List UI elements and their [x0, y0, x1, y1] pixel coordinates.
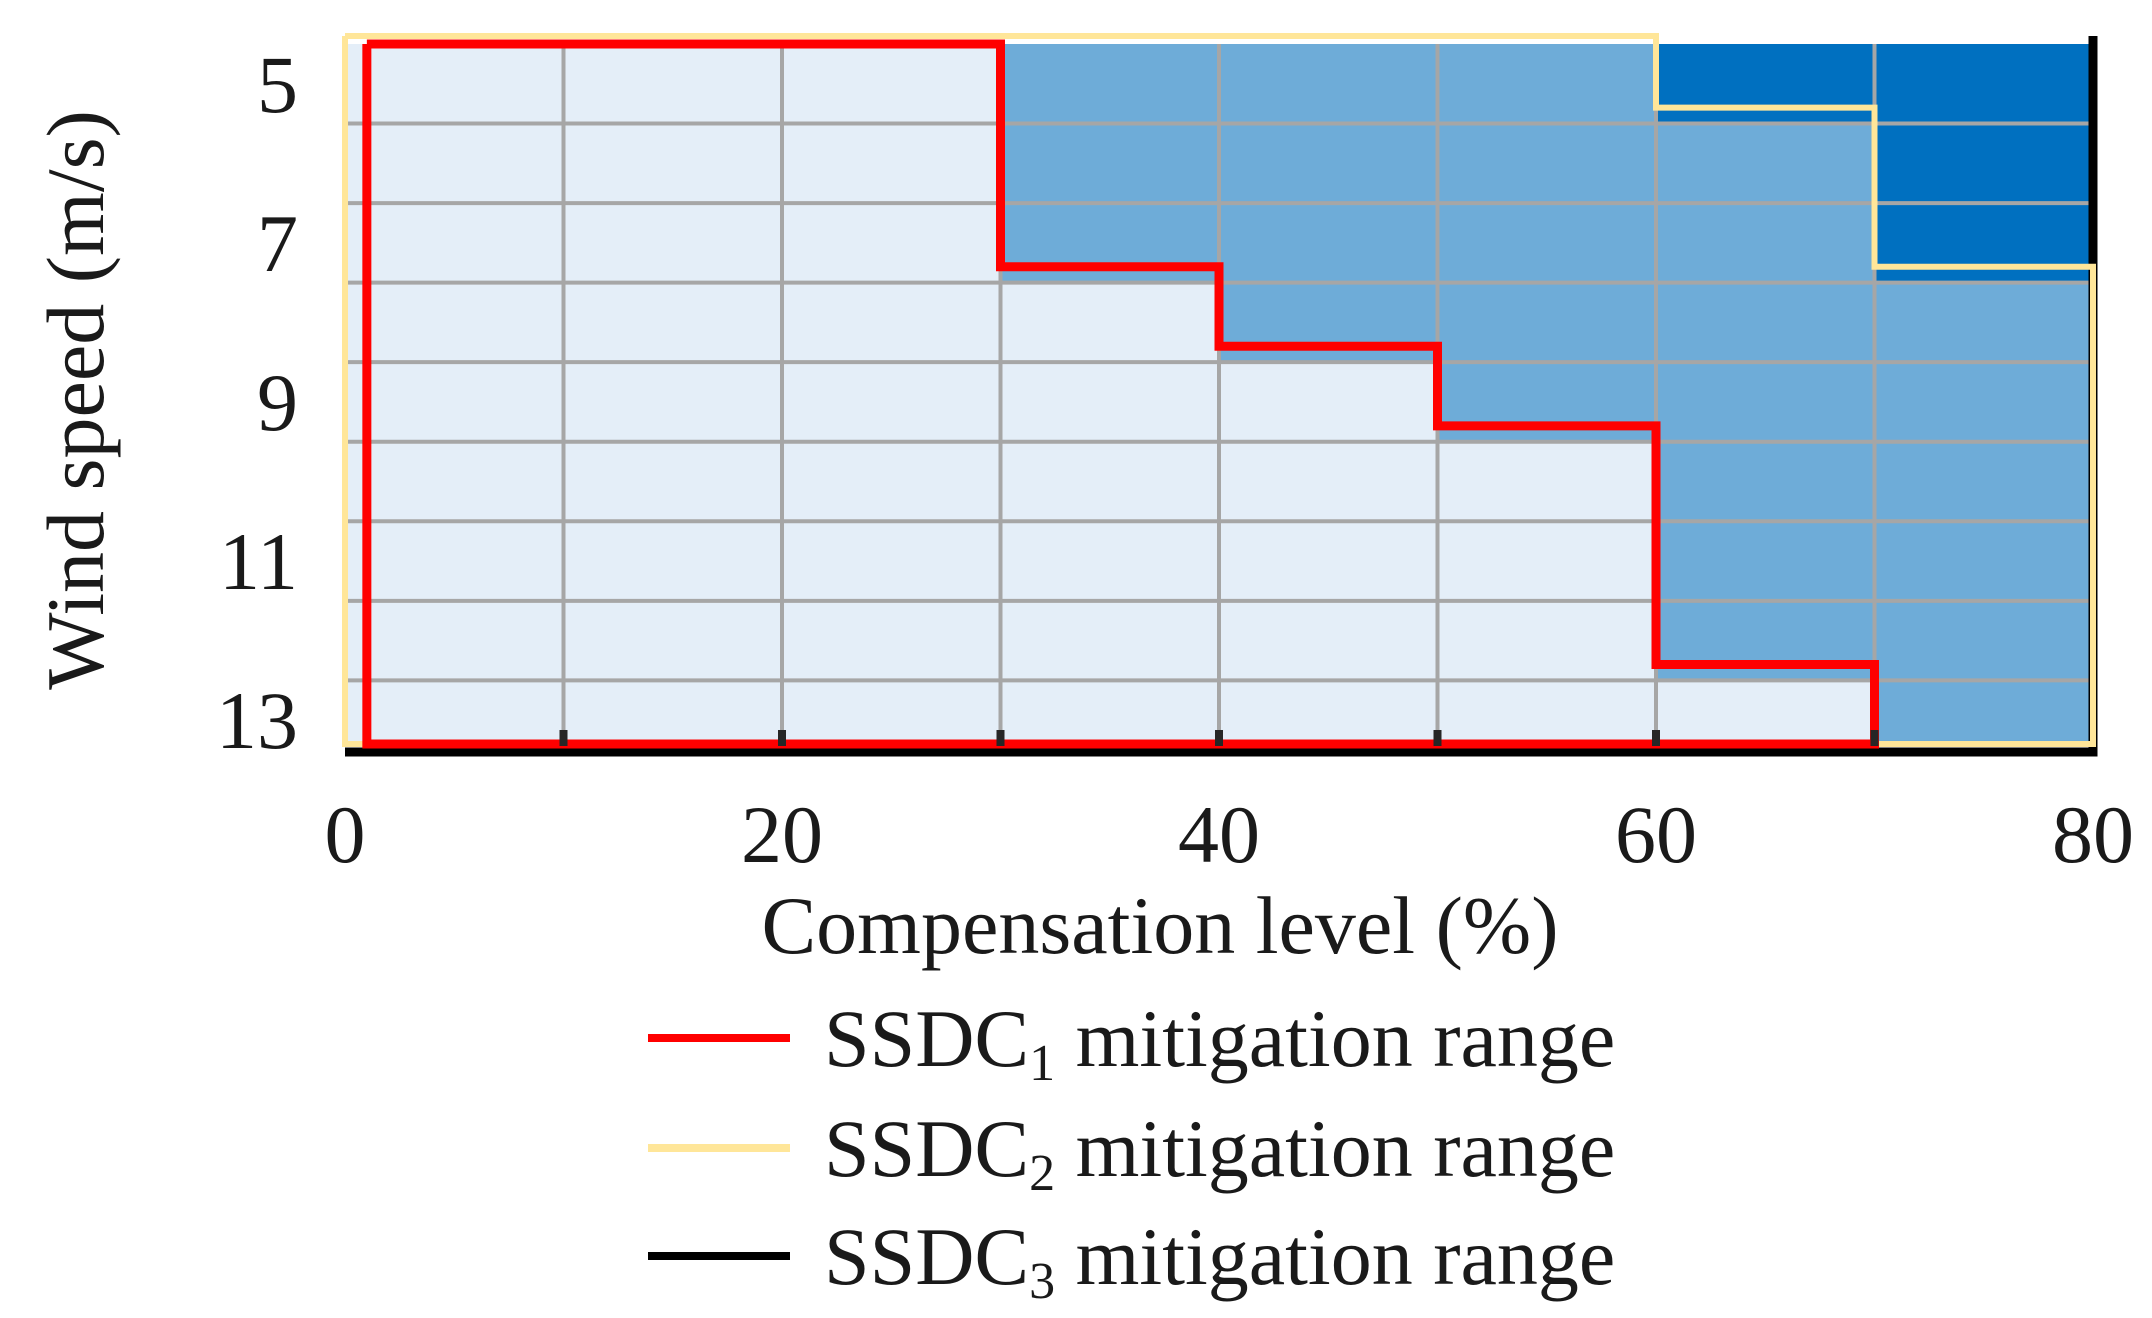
heatmap-cell: [1437, 44, 1656, 124]
heatmap-cell: [345, 123, 564, 204]
x-tick-label: 40: [1178, 789, 1260, 880]
x-tick-label: 80: [2052, 789, 2134, 880]
heatmap-cell: [782, 680, 1001, 744]
heatmap-cell: [1437, 123, 1656, 204]
heatmap-cell: [563, 362, 782, 442]
y-axis-title: Wind speed (m/s): [30, 110, 121, 690]
heatmap-cell: [563, 44, 782, 124]
heatmap-cell: [1656, 441, 1875, 522]
heatmap-cell: [1219, 123, 1438, 204]
heatmap-cell: [345, 362, 564, 442]
heatmap-cell: [1656, 44, 1875, 124]
heatmap-cell: [1874, 123, 2093, 204]
heatmap-cell: [563, 680, 782, 744]
heatmap-cell: [1874, 521, 2093, 601]
heatmap-cell: [345, 521, 564, 601]
heatmap-cell: [1000, 680, 1219, 744]
heatmap-cell: [782, 362, 1001, 442]
heatmap-cell: [563, 123, 782, 204]
heatmap-cell: [345, 44, 564, 124]
heatmap-cell: [345, 282, 564, 363]
heatmap-cell: [782, 203, 1001, 283]
heatmap-cell: [782, 123, 1001, 204]
heatmap-cell: [1437, 600, 1656, 681]
heatmap-cell: [1437, 441, 1656, 522]
heatmap-cell: [1656, 680, 1875, 744]
heatmap-cell: [1656, 362, 1875, 442]
x-axis-title: Compensation level (%): [761, 880, 1558, 971]
heatmap-cell: [345, 441, 564, 522]
y-tick-label: 11: [219, 516, 298, 607]
heatmap-cell: [1656, 282, 1875, 363]
heatmap-cell: [345, 600, 564, 681]
x-tick-label: 60: [1615, 789, 1697, 880]
heatmap-cell: [1219, 203, 1438, 283]
heatmap-cell: [1874, 44, 2093, 124]
x-tick-label: 0: [325, 789, 366, 880]
heatmap-cell: [1874, 203, 2093, 283]
heatmap-cell: [1219, 521, 1438, 601]
heatmap-cells: [345, 44, 2093, 744]
legend-label-ssdc3: SSDC3 mitigation range: [824, 1211, 1615, 1310]
x-tick-label: 20: [741, 789, 823, 880]
heatmap-cell: [1437, 521, 1656, 601]
heatmap-cell: [1219, 441, 1438, 522]
heatmap-cell: [1874, 680, 2093, 744]
heatmap-cell: [1437, 203, 1656, 283]
heatmap-cell: [345, 680, 564, 744]
heatmap-cell: [345, 203, 564, 283]
y-axis-ticks: 5 7 9 11 13: [216, 39, 298, 766]
legend: SSDC1 mitigation range SSDC2 mitigation r…: [648, 993, 1615, 1310]
heatmap-cell: [1874, 441, 2093, 522]
heatmap-cell: [1000, 123, 1219, 204]
heatmap-cell: [1219, 44, 1438, 124]
mitigation-boundaries: [342, 33, 2098, 757]
heatmap-cell: [1874, 600, 2093, 681]
heatmap-cell: [1437, 282, 1656, 363]
heatmap-cell: [1000, 282, 1219, 363]
x-axis-ticks: 0 20 40 60 80: [325, 789, 2135, 880]
heatmap-cell: [782, 600, 1001, 681]
heatmap-cell: [563, 441, 782, 522]
heatmap-cell: [1000, 44, 1219, 124]
heatmap-cell: [1000, 362, 1219, 442]
heatmap-cell: [1656, 203, 1875, 283]
heatmap-cell: [563, 521, 782, 601]
heatmap-cell: [782, 521, 1001, 601]
heatmap-cell: [1437, 680, 1656, 744]
heatmap-cell: [782, 282, 1001, 363]
heatmap-cell: [1000, 600, 1219, 681]
heatmap-cell: [1000, 441, 1219, 522]
heatmap-cell: [563, 282, 782, 363]
y-tick-label: 9: [257, 357, 298, 448]
legend-label-ssdc2: SSDC2 mitigation range: [824, 1103, 1615, 1202]
heatmap-cell: [1000, 521, 1219, 601]
heatmap-cell: [782, 44, 1001, 124]
heatmap-cell: [1219, 680, 1438, 744]
heatmap-cell: [1874, 362, 2093, 442]
heatmap-cell: [1656, 123, 1875, 204]
heatmap-cell: [1874, 282, 2093, 363]
heatmap-cell: [563, 600, 782, 681]
y-tick-label: 5: [257, 39, 298, 130]
heatmap-cell: [1219, 600, 1438, 681]
legend-label-ssdc1: SSDC1 mitigation range: [824, 993, 1615, 1092]
heatmap-cell: [1219, 362, 1438, 442]
y-tick-label: 13: [216, 675, 298, 766]
heatmap-cell: [782, 441, 1001, 522]
y-tick-label: 7: [257, 198, 298, 289]
heatmap-cell: [563, 203, 782, 283]
heatmap-cell: [1656, 521, 1875, 601]
